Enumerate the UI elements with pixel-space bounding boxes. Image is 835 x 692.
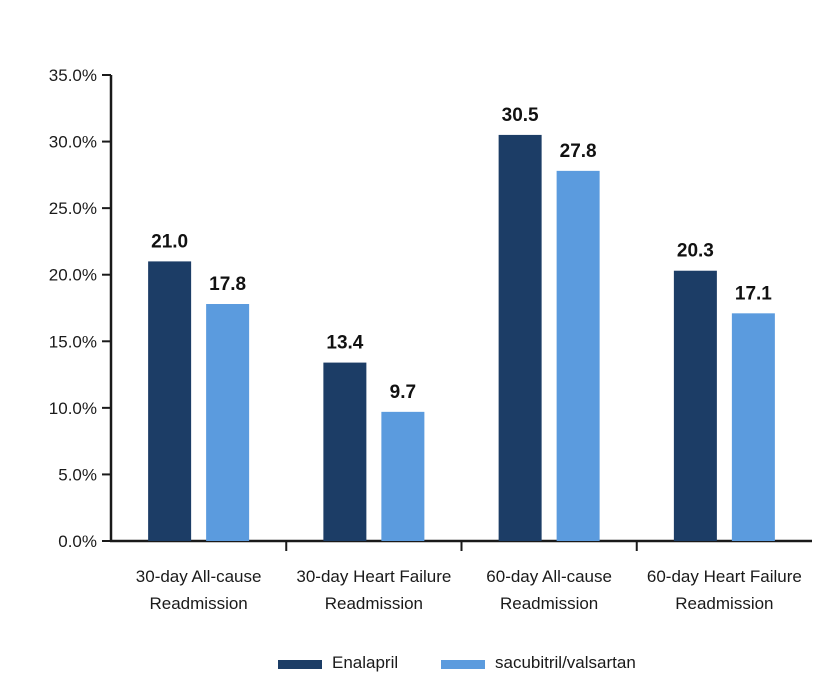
bar-value-label: 17.1 bbox=[735, 283, 772, 304]
bar-enalapril bbox=[498, 134, 542, 541]
x-category-label: Readmission bbox=[149, 594, 247, 613]
legend: Enalapril sacubitril/valsartan bbox=[278, 653, 636, 672]
x-category-label: 60-day All-cause bbox=[486, 567, 612, 586]
y-tick-label: 5.0% bbox=[58, 465, 97, 484]
bar-value-label: 13.4 bbox=[326, 333, 363, 354]
x-category-label: 30-day Heart Failure bbox=[296, 567, 451, 586]
bar-value-label: 27.8 bbox=[560, 141, 597, 162]
x-category-label: 30-day All-cause bbox=[136, 567, 262, 586]
bar-sacubitril-valsartan bbox=[556, 170, 600, 541]
y-tick-label: 20.0% bbox=[49, 266, 97, 285]
y-tick-label: 15.0% bbox=[49, 332, 97, 351]
legend-swatch bbox=[278, 660, 322, 669]
bar-enalapril bbox=[148, 261, 192, 541]
x-category-label: Readmission bbox=[675, 594, 773, 613]
legend-label: sacubitril/valsartan bbox=[495, 653, 636, 672]
legend-label: Enalapril bbox=[332, 653, 398, 672]
bar-sacubitril-valsartan bbox=[731, 313, 775, 541]
x-category-label: Readmission bbox=[325, 594, 423, 613]
x-category-label: 60-day Heart Failure bbox=[647, 567, 802, 586]
y-tick-label: 25.0% bbox=[49, 199, 97, 218]
bar-value-label: 17.8 bbox=[209, 274, 246, 295]
bars bbox=[148, 134, 775, 541]
data-labels: 21.0 13.4 30.5 20.3 17.8 9.7 27.8 17.1 bbox=[151, 105, 772, 403]
bar-sacubitril-valsartan bbox=[381, 411, 425, 541]
bar-value-label: 20.3 bbox=[677, 241, 714, 262]
y-tick-label: 35.0% bbox=[49, 66, 97, 85]
y-tick-label: 10.0% bbox=[49, 399, 97, 418]
bar-enalapril bbox=[323, 362, 367, 541]
bar-value-label: 9.7 bbox=[390, 382, 416, 403]
bar-enalapril bbox=[673, 270, 717, 541]
bar-sacubitril-valsartan bbox=[206, 304, 250, 541]
bar-value-label: 30.5 bbox=[502, 105, 539, 126]
legend-swatch bbox=[441, 660, 485, 669]
x-category-label: Readmission bbox=[500, 594, 598, 613]
bar-value-label: 21.0 bbox=[151, 231, 188, 252]
y-tick-label: 0.0% bbox=[58, 532, 97, 551]
y-tick-label: 30.0% bbox=[49, 133, 97, 152]
axes: 0.0% 5.0% 10.0% 15.0% 20.0% 25.0% 30.0% 35.0% 30… bbox=[49, 66, 812, 613]
